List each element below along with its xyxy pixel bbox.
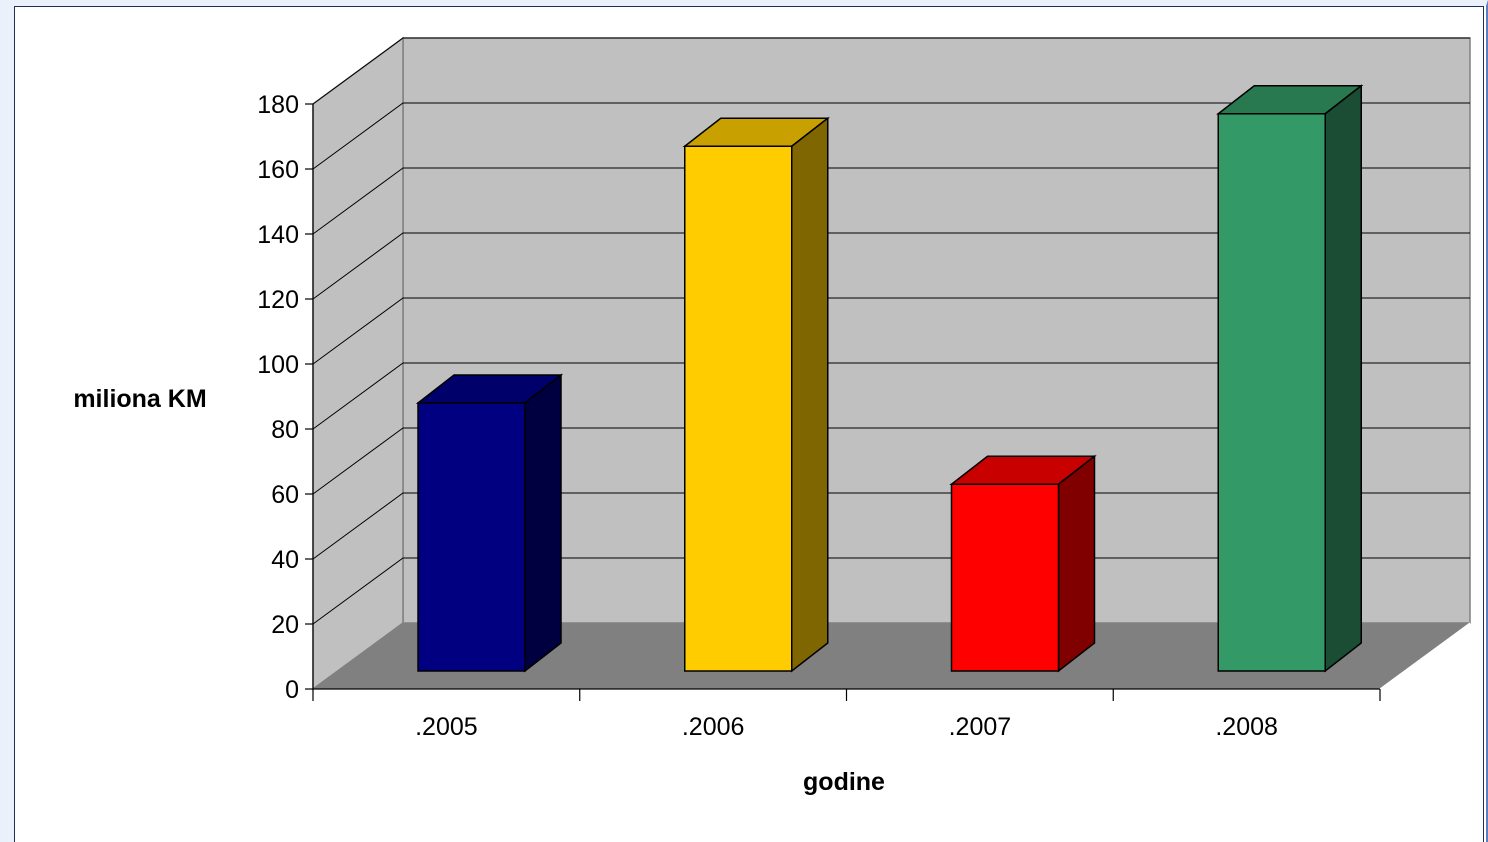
y-tick-label: 120 [257, 286, 299, 314]
y-tick-label: 60 [271, 481, 299, 509]
y-tick-label: 40 [271, 546, 299, 574]
axes [305, 103, 1471, 701]
bars [415, 84, 1364, 673]
bar-front-face [417, 402, 526, 672]
gridline [312, 362, 1470, 430]
floor-edge [1379, 622, 1471, 690]
gridline [312, 492, 1470, 560]
y-tick-label: 140 [257, 221, 299, 249]
bar-side-face [524, 373, 562, 673]
bar [682, 116, 830, 673]
gridline [312, 102, 1470, 170]
floor [313, 623, 1470, 689]
bar-front-face [1217, 113, 1326, 672]
x-tick-label: .2007 [949, 713, 1012, 741]
y-tick-label: 80 [271, 416, 299, 444]
bar-front-face [684, 145, 793, 672]
bar [415, 373, 564, 673]
gridline [312, 427, 1470, 495]
x-tick-label: .2006 [682, 713, 745, 741]
y-tick-labels: 0 20 40 60 80 100 120 140 160 180 [257, 91, 299, 704]
y-tick-label: 160 [257, 156, 299, 184]
gridlines [312, 37, 1470, 625]
x-axis-title: godine [803, 768, 885, 796]
gridline [312, 232, 1470, 300]
bar-side-face [791, 116, 829, 673]
y-axis-title: miliona KM [73, 385, 206, 413]
x-tick-labels: .2005 .2006 .2007 .2008 [415, 713, 1278, 741]
x-tick-label: .2008 [1215, 713, 1278, 741]
x-tick-label: .2005 [415, 713, 478, 741]
bar-side-face [1057, 454, 1096, 673]
bar [949, 454, 1097, 673]
bar [1216, 84, 1364, 673]
gridline [312, 557, 1470, 625]
gridline [312, 297, 1470, 365]
y-tick-label: 20 [271, 611, 299, 639]
gridline [312, 167, 1470, 235]
bar-side-face [1324, 84, 1362, 673]
gridline [312, 37, 1470, 105]
bar-front-face [950, 483, 1060, 672]
y-tick-label: 180 [257, 91, 299, 119]
y-tick-label: 0 [285, 676, 299, 704]
chart-border [14, 6, 1484, 842]
y-tick-label: 100 [257, 351, 299, 379]
